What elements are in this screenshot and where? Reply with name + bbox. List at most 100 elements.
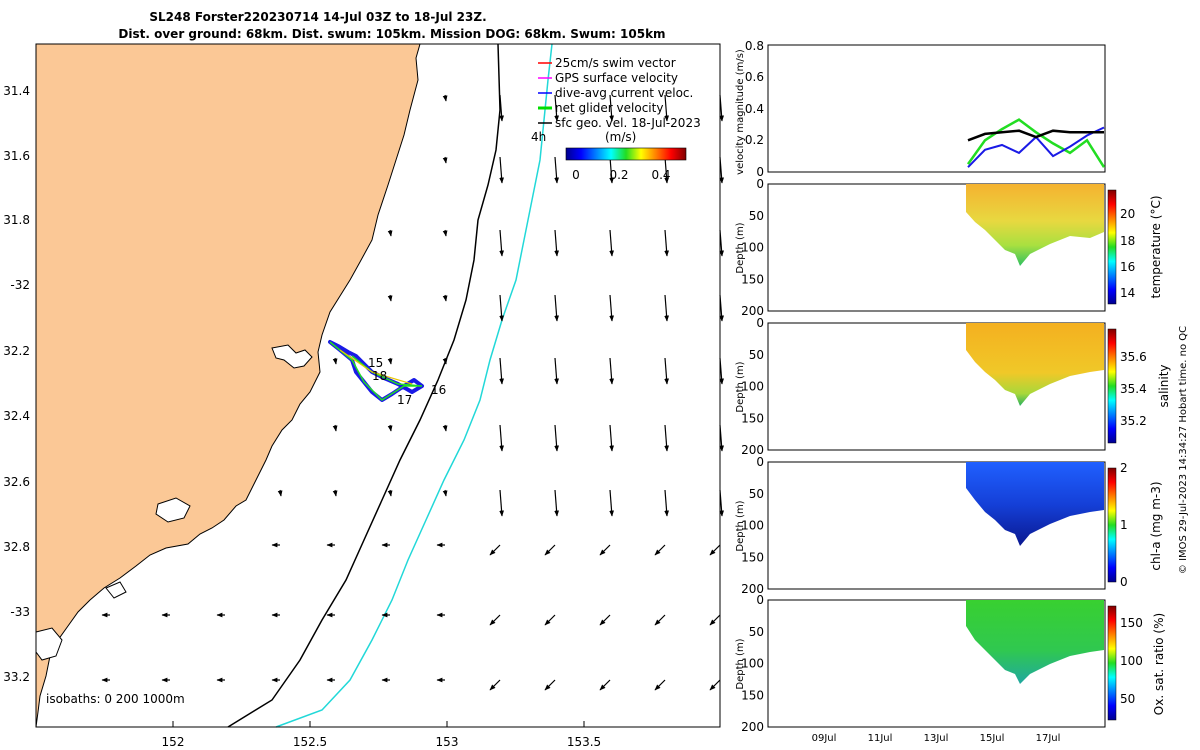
legend-sfc-geo-vel: sfc geo. vel. 18-Jul-2023 bbox=[555, 116, 701, 130]
velocity-arrow bbox=[654, 679, 666, 691]
velocity-arrow bbox=[709, 614, 721, 626]
chla-cbar-tick: 0 bbox=[1120, 575, 1128, 589]
map-panel: 15 18 16 17 25cm/s swim vector GPS surfa… bbox=[3, 43, 724, 749]
depth-tick-label: 200 bbox=[741, 582, 764, 596]
net-velocity-track bbox=[329, 341, 423, 401]
chla-cbar-tick: 2 bbox=[1120, 461, 1128, 475]
depth-tick-label: 100 bbox=[741, 380, 764, 394]
velocity-arrow bbox=[599, 679, 611, 691]
chla-panel: 2 1 0 chl-a (mg m-3) Depth (m) bbox=[735, 461, 1163, 590]
legend-gps-velocity: GPS surface velocity bbox=[555, 71, 678, 85]
time-tick-15jul: 15Jul bbox=[980, 733, 1005, 744]
depth-tick-label: 150 bbox=[741, 272, 764, 286]
velocity-arrow bbox=[442, 229, 448, 237]
depth-tick-label: 50 bbox=[749, 348, 764, 362]
velocity-arrow bbox=[554, 229, 559, 257]
velocity-arrow bbox=[489, 679, 501, 691]
vel-ytick: 0.4 bbox=[745, 102, 764, 116]
velocity-arrow bbox=[599, 614, 611, 626]
oxygen-colorbar bbox=[1107, 605, 1117, 721]
velocity-arrow bbox=[499, 489, 504, 517]
velocity-arrow bbox=[489, 544, 501, 556]
salinity-ylabel: Depth (m) bbox=[735, 361, 746, 412]
depth-tick-label: 0 bbox=[756, 455, 764, 469]
speed-colorbar bbox=[565, 147, 687, 161]
velocity-arrow bbox=[654, 544, 666, 556]
track-label-18: 18 bbox=[372, 369, 387, 383]
velocity-arrow bbox=[332, 357, 338, 365]
map-xtick-152: 152 bbox=[162, 735, 185, 749]
profile-panels: 20 18 16 14 temperature (°C) Depth (m) 3… bbox=[735, 177, 1171, 734]
isobath-1000m bbox=[275, 43, 553, 728]
velocity-arrow bbox=[664, 229, 669, 257]
map-legend: 25cm/s swim vector GPS surface velocity … bbox=[531, 56, 701, 182]
legend-net-glider: net glider velocity bbox=[555, 101, 663, 115]
velocity-arrow bbox=[387, 357, 393, 365]
velocity-series bbox=[966, 118, 1106, 168]
velocity-arrow bbox=[664, 357, 669, 385]
depth-tick-label: 50 bbox=[749, 625, 764, 639]
legend-dive-avg-current: dive-avg current veloc. bbox=[555, 86, 693, 100]
velocity-arrow bbox=[489, 614, 501, 626]
velocity-arrow bbox=[599, 544, 611, 556]
velocity-arrow bbox=[709, 544, 721, 556]
velocity-arrow bbox=[609, 357, 614, 385]
depth-tick-label: 150 bbox=[741, 411, 764, 425]
velocity-arrow bbox=[554, 424, 559, 452]
map-ytick: -32 bbox=[10, 278, 30, 292]
temp-cbar-tick: 20 bbox=[1120, 207, 1135, 221]
map-ytick: 32.6 bbox=[3, 475, 30, 489]
velocity-arrow bbox=[499, 94, 504, 122]
velocity-arrow bbox=[654, 614, 666, 626]
velocity-arrow bbox=[499, 294, 504, 322]
velocity-arrow bbox=[544, 614, 556, 626]
temperature-section bbox=[966, 184, 1104, 266]
colorbar-tick-04: 0.4 bbox=[651, 168, 670, 182]
chla-cbar-label: chl-a (mg m-3) bbox=[1149, 481, 1163, 570]
depth-tick-label: 100 bbox=[741, 241, 764, 255]
velocity-arrow bbox=[609, 156, 614, 184]
salinity-colorbar bbox=[1107, 328, 1117, 444]
depth-tick-label: 0 bbox=[756, 316, 764, 330]
track-label-17: 17 bbox=[397, 393, 412, 407]
vel-ytick: 0.2 bbox=[745, 133, 764, 147]
velocity-arrow bbox=[499, 156, 504, 184]
lake bbox=[271, 344, 313, 369]
map-ytick: 32.4 bbox=[3, 409, 30, 423]
velocity-arrow bbox=[664, 489, 669, 517]
time-axis: 09Jul 11Jul 13Jul 15Jul 17Jul bbox=[812, 733, 1061, 744]
depth-tick-label: 0 bbox=[756, 177, 764, 191]
sal-cbar-tick: 35.6 bbox=[1120, 350, 1147, 364]
velocity-panel: 0.8 0.6 0.4 0.2 0 velocity magnitude (m/… bbox=[735, 39, 1106, 179]
velocity-arrow bbox=[554, 357, 559, 385]
map-ytick: 32.2 bbox=[3, 344, 30, 358]
velocity-arrow bbox=[554, 489, 559, 517]
map-ytick: 32.8 bbox=[3, 540, 30, 554]
map-ytick: 33.2 bbox=[3, 670, 30, 684]
oxygen-cbar-label: Ox. sat. ratio (%) bbox=[1152, 613, 1166, 715]
depth-tick-label: 150 bbox=[741, 688, 764, 702]
vel-ytick: 0.8 bbox=[745, 39, 764, 53]
time-tick-09jul: 09Jul bbox=[812, 733, 837, 744]
map-ytick: -33 bbox=[10, 605, 30, 619]
time-tick-13jul: 13Jul bbox=[924, 733, 949, 744]
lake bbox=[105, 581, 127, 599]
isobath-200m bbox=[227, 43, 501, 728]
land-mass bbox=[35, 43, 421, 728]
colorbar-tick-02: 0.2 bbox=[609, 168, 628, 182]
velocity-arrow bbox=[387, 424, 393, 432]
velocity-arrow bbox=[277, 489, 283, 497]
legend-tag: 4h bbox=[531, 130, 546, 144]
velocity-arrow bbox=[664, 94, 669, 122]
map-y-axis: 31.4 31.6 31.8 -32 32.2 32.4 32.6 32.8 -… bbox=[3, 84, 30, 684]
ox-cbar-tick: 150 bbox=[1120, 616, 1143, 630]
chla-cbar-tick: 1 bbox=[1120, 518, 1128, 532]
time-tick-17jul: 17Jul bbox=[1036, 733, 1061, 744]
isobaths-label: isobaths: 0 200 1000m bbox=[46, 692, 185, 706]
salinity-section bbox=[966, 323, 1104, 406]
velocity-arrow bbox=[442, 489, 448, 497]
map-frame bbox=[35, 43, 721, 728]
temperature-cbar-label: temperature (°C) bbox=[1149, 196, 1163, 299]
velocity-arrow bbox=[609, 489, 614, 517]
figure-title-line1: SL248 Forster220230714 14-Jul 03Z to 18-… bbox=[149, 10, 486, 24]
